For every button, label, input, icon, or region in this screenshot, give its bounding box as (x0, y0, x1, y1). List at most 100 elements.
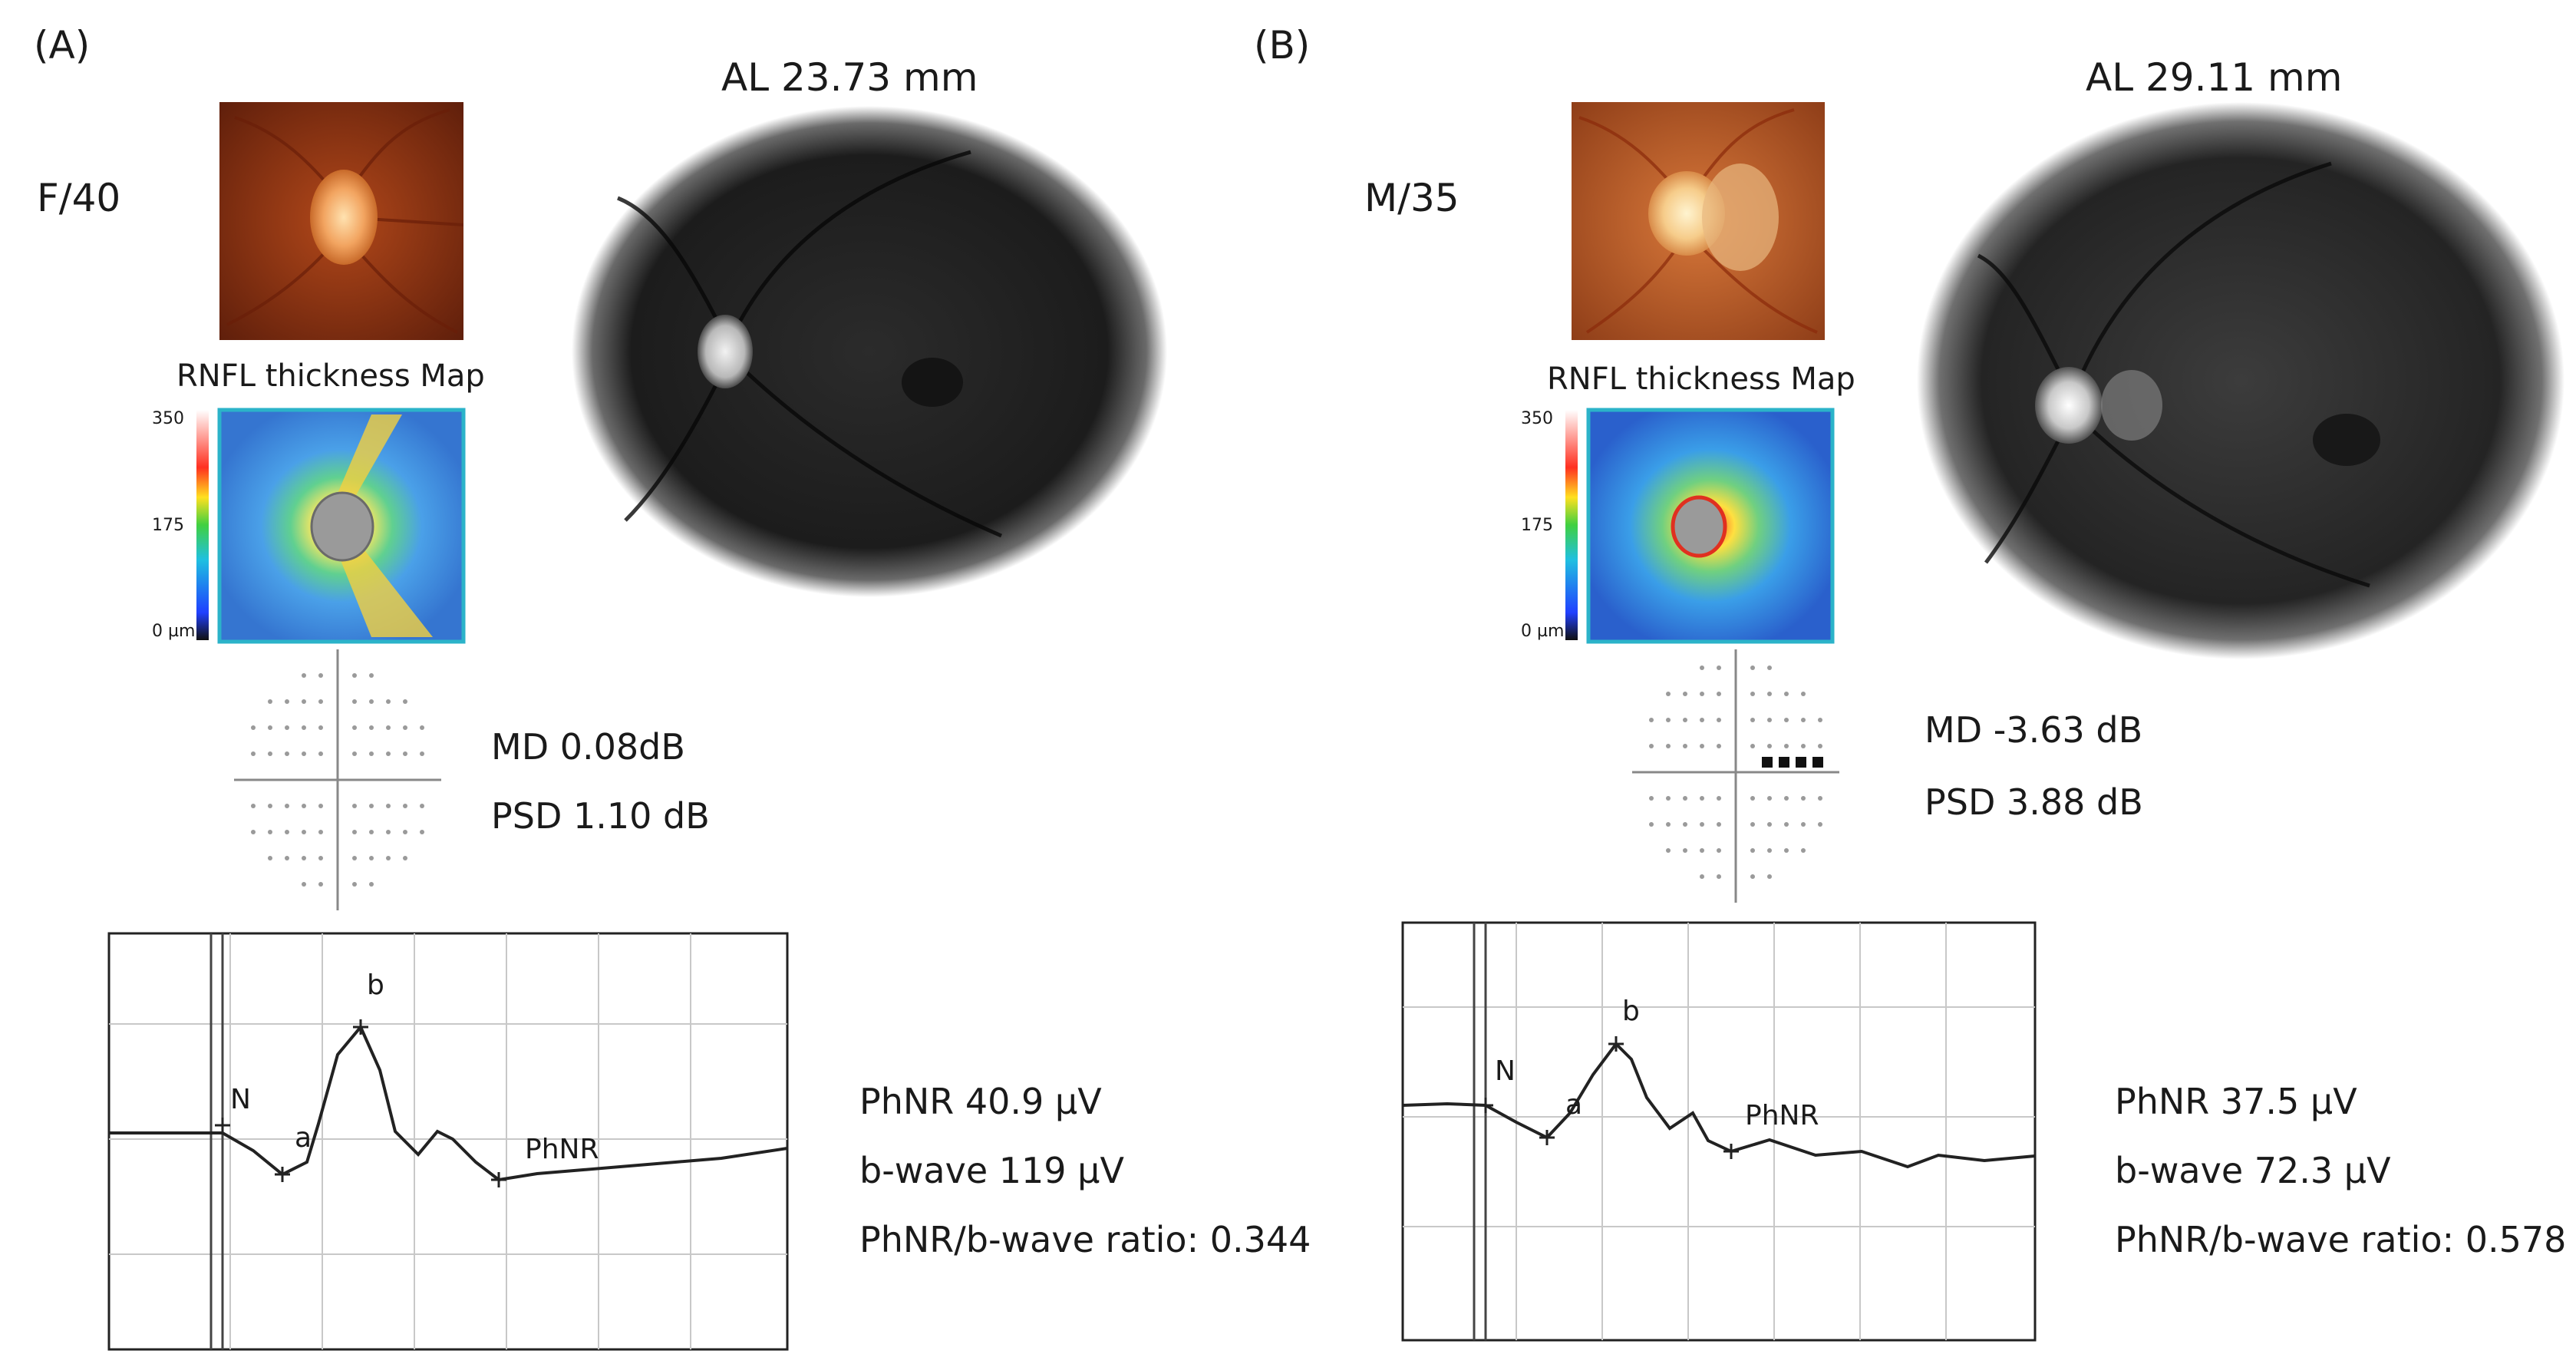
visual-field-test-point (1750, 718, 1755, 722)
visual-field-test-point (302, 699, 306, 704)
visual-field-test-point (1818, 796, 1822, 801)
visual-field-test-point (268, 804, 272, 808)
panel-label: (A) (34, 23, 91, 68)
visual-field-test-point (1767, 848, 1772, 853)
erg-label-n: N (230, 1084, 251, 1115)
visual-field-test-point (352, 725, 357, 730)
visual-field-test-point (1717, 796, 1721, 801)
visual-field-test-point (420, 725, 424, 730)
phnr-bwave-ratio: PhNR/b-wave ratio: 0.578 (2115, 1219, 2567, 1260)
psd-value: PSD 1.10 dB (491, 795, 710, 837)
visual-field-test-point (1767, 796, 1772, 801)
visual-field-test-point (1784, 848, 1789, 853)
visual-field-test-point (268, 830, 272, 834)
visual-field-test-point (352, 699, 357, 704)
erg-label-phnr: PhNR (1745, 1100, 1819, 1131)
rnfl-scale-mid: 175 (152, 516, 184, 535)
visual-field-test-point (369, 830, 374, 834)
visual-field-test-point (268, 856, 272, 860)
visual-field-test-point (1683, 718, 1687, 722)
visual-field-test-point (1801, 692, 1806, 696)
visual-field-test-point (369, 673, 374, 678)
visual-field-test-point (1700, 665, 1704, 670)
visual-field-test-point (386, 804, 391, 808)
visual-field-test-point (1649, 822, 1654, 827)
visual-field-test-point (1750, 874, 1755, 879)
visual-field-test-point (369, 804, 374, 808)
visual-field-test-point (318, 699, 323, 704)
visual-field-test-point (251, 725, 256, 730)
panel-b: (B) M/35 AL 29.11 mm (1254, 0, 2575, 1364)
visual-field-test-point (251, 830, 256, 834)
visual-field-test-point (1683, 848, 1687, 853)
visual-field-test-point (1784, 718, 1789, 722)
visual-field-test-point (369, 751, 374, 756)
visual-field-test-point (318, 725, 323, 730)
visual-field-test-point (403, 804, 407, 808)
visual-field-test-point (1649, 718, 1654, 722)
visual-field-test-point (1801, 848, 1806, 853)
visual-field-test-point (369, 856, 374, 860)
visual-field-test-point (1666, 848, 1671, 853)
visual-field-test-point (1666, 796, 1671, 801)
visual-field-test-point (1784, 822, 1789, 827)
visual-field-test-point (1700, 874, 1704, 879)
visual-field-test-point (386, 725, 391, 730)
visual-field-test-point (285, 804, 289, 808)
visual-field-test-point (302, 673, 306, 678)
visual-field-test-point (1717, 744, 1721, 748)
md-value: MD 0.08dB (491, 726, 685, 768)
visual-field-test-point (285, 830, 289, 834)
rnfl-map-title: RNFL thickness Map (1547, 362, 1855, 397)
visual-field-test-point (1700, 744, 1704, 748)
phnr-amplitude: PhNR 37.5 µV (2115, 1081, 2357, 1122)
visual-field-test-point (420, 751, 424, 756)
visual-field-test-point (352, 751, 357, 756)
visual-field-test-point (420, 830, 424, 834)
visual-field-test-point (1666, 744, 1671, 748)
visual-field-test-point (268, 725, 272, 730)
visual-field-test-point (1767, 822, 1772, 827)
visual-field-test-point (285, 856, 289, 860)
visual-field-test-point (1767, 665, 1772, 670)
rnfl-thickness-map (141, 407, 471, 645)
visual-field-test-point (1767, 874, 1772, 879)
visual-field-test-point (1666, 718, 1671, 722)
visual-field-test-point (1784, 744, 1789, 748)
visual-field-test-point (302, 882, 306, 887)
visual-field-test-point (302, 751, 306, 756)
visual-field-test-point (1767, 744, 1772, 748)
visual-field-test-point (386, 699, 391, 704)
color-fundus-photo (1572, 102, 1825, 340)
visual-field-test-point (386, 856, 391, 860)
visual-field-test-point (268, 751, 272, 756)
visual-field-test-point (1801, 796, 1806, 801)
visual-field-test-point (1750, 848, 1755, 853)
visual-field-test-point (1801, 822, 1806, 827)
rnfl-scale-mid: 175 (1521, 516, 1553, 535)
visual-field-test-point (1818, 718, 1822, 722)
grayscale-fundus-image (1917, 102, 2564, 660)
visual-field-test-point (302, 856, 306, 860)
visual-field-test-point (1683, 744, 1687, 748)
visual-field-test-point (1717, 848, 1721, 853)
visual-field-test-point (1818, 744, 1822, 748)
visual-field-plot (230, 649, 445, 910)
rnfl-scale-bottom: 0 µm (152, 622, 196, 641)
visual-field-test-point (1683, 796, 1687, 801)
visual-field-test-point (318, 856, 323, 860)
visual-field-test-point (1750, 796, 1755, 801)
patient-info: F/40 (37, 176, 121, 220)
rnfl-thickness-map (1510, 407, 1840, 645)
visual-field-test-point (403, 725, 407, 730)
visual-field-test-point (403, 830, 407, 834)
visual-field-test-point (1784, 692, 1789, 696)
erg-label-b: b (1622, 996, 1640, 1027)
patient-info: M/35 (1364, 176, 1460, 220)
visual-field-test-point (1801, 718, 1806, 722)
visual-field-test-point (318, 673, 323, 678)
erg-waveform (1401, 921, 2037, 1342)
erg-label-phnr: PhNR (525, 1134, 599, 1165)
panel-label: (B) (1254, 23, 1311, 68)
visual-field-test-point (1767, 718, 1772, 722)
